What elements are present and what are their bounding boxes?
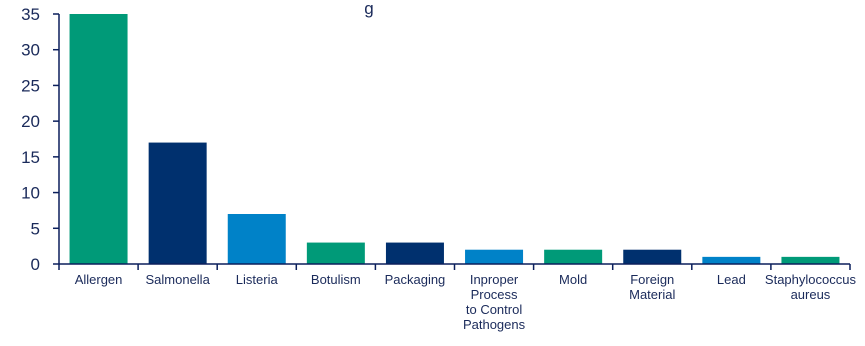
y-tick-label: 5 — [31, 219, 40, 238]
y-tick-label: 15 — [21, 148, 40, 167]
x-category-label-line: Inproper — [470, 272, 519, 287]
x-category-label: Packaging — [385, 272, 446, 287]
x-category-label: Salmonella — [145, 272, 210, 287]
x-category-label-line: Process — [471, 287, 518, 302]
bar-3 — [306, 242, 365, 264]
bar-7 — [623, 249, 682, 264]
y-tick-label: 10 — [21, 184, 40, 203]
x-category-label-line: Pathogens — [463, 317, 526, 332]
bar-9 — [781, 256, 840, 264]
x-category-label: Foreign Material — [629, 272, 675, 302]
x-category-label-line: Foreign — [630, 272, 674, 287]
bar-1 — [148, 142, 207, 264]
x-category-label: Allergen — [75, 272, 123, 287]
x-category-label-line: Packaging — [385, 272, 446, 287]
x-category-label-line: Salmonella — [145, 272, 210, 287]
y-tick-label: 0 — [31, 255, 40, 274]
x-category-label: Staphylococcus aureus — [765, 272, 857, 302]
x-category-label-line: Botulism — [311, 272, 361, 287]
bar-0 — [69, 14, 128, 264]
x-axis: Allergen Salmonella Listeria Botulism Packag… — [58, 263, 857, 332]
y-tick-label: 30 — [21, 41, 40, 60]
bar-8 — [702, 256, 761, 264]
x-category-label-line: Listeria — [236, 272, 279, 287]
y-tick-label: 20 — [21, 112, 40, 131]
x-category-label-line: Lead — [717, 272, 746, 287]
x-category-label-line: Staphylococcus — [765, 272, 857, 287]
bar-6 — [544, 249, 603, 264]
y-tick-label: 25 — [21, 76, 40, 95]
x-category-label-line: Mold — [559, 272, 587, 287]
x-category-label-line: aureus — [791, 287, 831, 302]
bars-group — [69, 14, 840, 264]
bar-2 — [227, 214, 286, 264]
x-category-label: Mold — [559, 272, 587, 287]
y-axis: 0 5 10 15 20 25 30 35 — [21, 5, 60, 274]
x-category-label: Botulism — [311, 272, 361, 287]
chart-title: g — [364, 0, 373, 18]
x-category-label-line: to Control — [466, 302, 522, 317]
bar-5 — [465, 249, 524, 264]
x-category-label: Inproper Process to Control Pathogens — [463, 272, 526, 332]
y-tick-label: 35 — [21, 5, 40, 24]
x-category-label: Listeria — [236, 272, 279, 287]
x-category-label-line: Material — [629, 287, 675, 302]
bar-4 — [385, 242, 444, 264]
x-category-label-line: Allergen — [75, 272, 123, 287]
x-category-label: Lead — [717, 272, 746, 287]
